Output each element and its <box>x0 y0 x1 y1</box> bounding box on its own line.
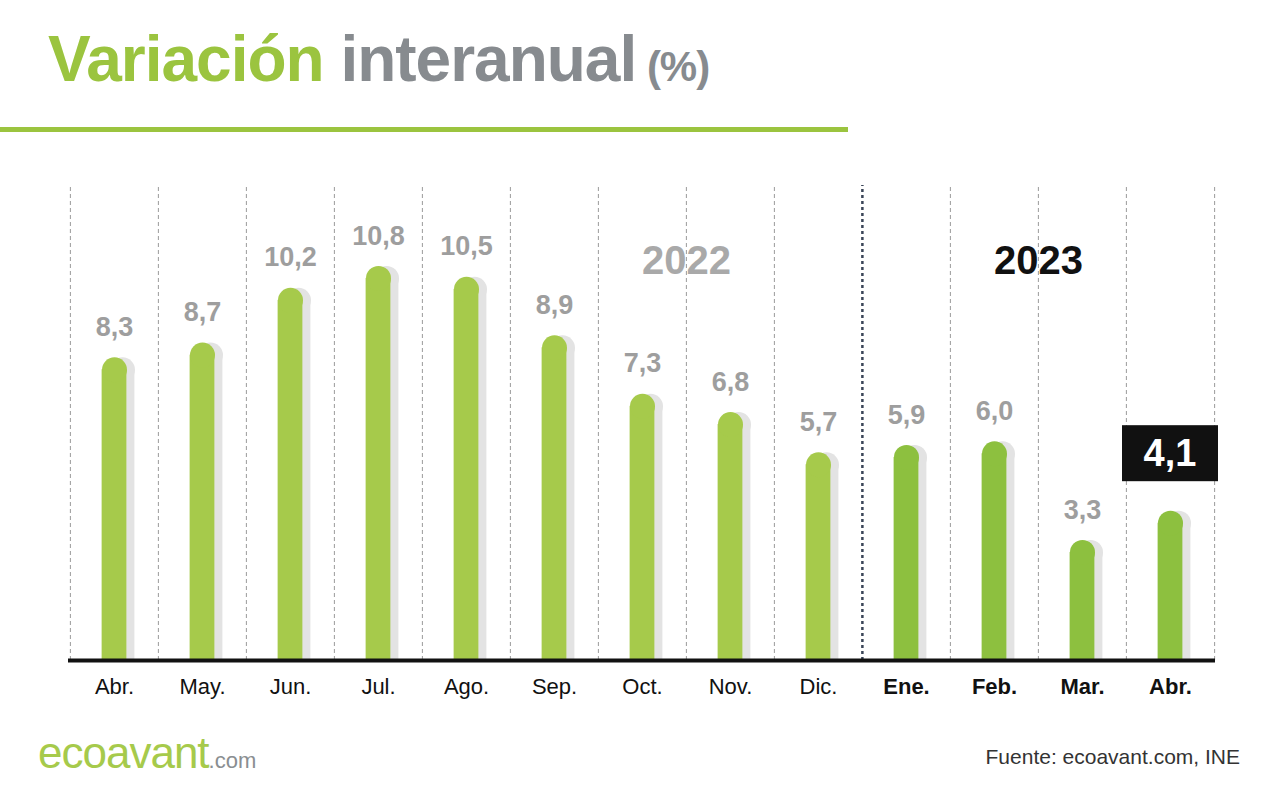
svg-text:Ago.: Ago. <box>444 674 489 699</box>
svg-text:10,2: 10,2 <box>264 242 317 272</box>
svg-text:4,1: 4,1 <box>1144 432 1197 474</box>
svg-text:Sep.: Sep. <box>532 674 577 699</box>
svg-text:Abr.: Abr. <box>1149 674 1192 699</box>
svg-text:Jun.: Jun. <box>270 674 312 699</box>
html-text:Fuente: ecoavant.com, INE: Fuente: ecoavant.com, INE <box>985 745 1240 768</box>
html-text:ecoavant.com: ecoavant.com <box>38 728 257 777</box>
svg-text:7,3: 7,3 <box>624 348 662 378</box>
html-text:Variación interanual(%): Variación interanual(%) <box>48 23 710 95</box>
svg-text:Ene.: Ene. <box>883 674 929 699</box>
svg-text:Oct.: Oct. <box>622 674 662 699</box>
svg-text:5,9: 5,9 <box>888 400 926 430</box>
svg-text:May.: May. <box>179 674 225 699</box>
svg-text:8,7: 8,7 <box>184 297 222 327</box>
svg-text:6,0: 6,0 <box>976 396 1014 426</box>
svg-text:6,8: 6,8 <box>712 367 750 397</box>
svg-text:10,8: 10,8 <box>352 221 405 251</box>
svg-text:Jul.: Jul. <box>361 674 395 699</box>
svg-text:Nov.: Nov. <box>709 674 753 699</box>
svg-text:Mar.: Mar. <box>1060 674 1104 699</box>
svg-text:Dic.: Dic. <box>800 674 838 699</box>
svg-text:2023: 2023 <box>994 238 1083 282</box>
svg-text:3,3: 3,3 <box>1064 495 1102 525</box>
svg-text:2022: 2022 <box>642 238 731 282</box>
svg-text:10,5: 10,5 <box>440 231 493 261</box>
svg-text:5,7: 5,7 <box>800 407 838 437</box>
svg-text:8,9: 8,9 <box>536 290 574 320</box>
svg-text:Feb.: Feb. <box>972 674 1017 699</box>
svg-text:Abr.: Abr. <box>95 674 134 699</box>
svg-text:8,3: 8,3 <box>96 312 134 342</box>
